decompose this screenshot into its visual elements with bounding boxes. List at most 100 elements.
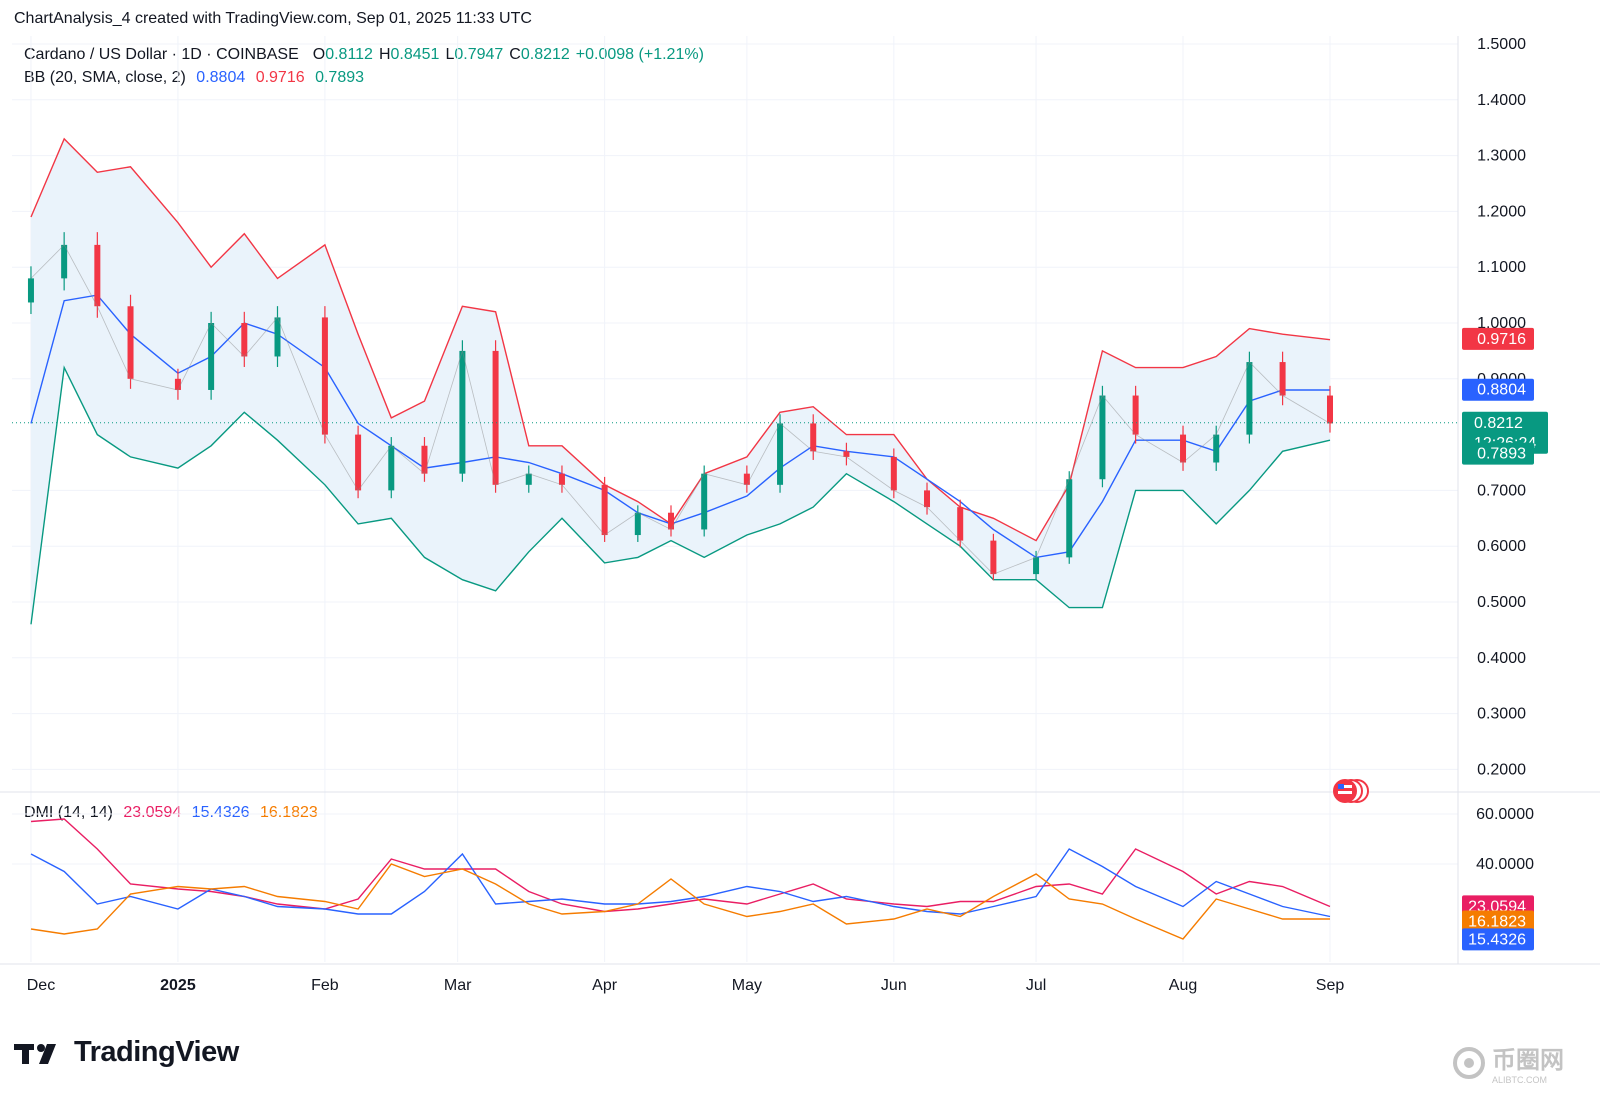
bb-upper-badge-text: 0.9716 — [1477, 331, 1526, 348]
tv-logo-icon — [14, 1043, 56, 1064]
bb-upper-badge-bg — [1462, 327, 1534, 350]
adx-value: 16.1823 — [259, 804, 318, 821]
brand-name: TradingView — [74, 1036, 239, 1068]
candle-body — [94, 244, 101, 307]
candle-body — [355, 434, 362, 491]
y-tick-label: 0.7000 — [1477, 482, 1526, 499]
candle-body — [843, 451, 850, 457]
price-chart[interactable]: 1.50001.40001.30001.20001.10001.00000.90… — [0, 0, 1600, 1010]
grid — [12, 36, 1458, 962]
y-tick-label: 1.1000 — [1477, 259, 1526, 276]
bb-lower-badge: 0.7893 — [1462, 442, 1534, 465]
symbol-label: Cardano / US Dollar · 1D · COINBASE — [24, 46, 299, 63]
x-tick-label: Dec — [27, 977, 55, 994]
watermark-icon — [1453, 1046, 1485, 1079]
dmi-plus-value: 23.0594 — [123, 804, 182, 821]
bb-label: BB (20, SMA, close, 2) — [24, 69, 186, 86]
open-label: O — [312, 46, 326, 63]
close-line — [30, 244, 1331, 575]
candle-body — [1279, 362, 1286, 396]
candle-body — [241, 323, 248, 357]
bb-basis-badge: 0.8804 — [1462, 378, 1534, 401]
flag-icon[interactable] — [1333, 779, 1369, 803]
candle-body — [421, 445, 428, 474]
candle-body — [388, 445, 395, 491]
candle-body — [634, 512, 641, 536]
adx-badge-text: 16.1823 — [1468, 914, 1526, 931]
bb-basis-value: 0.8804 — [196, 69, 246, 86]
candle-body — [810, 423, 817, 452]
candle-body — [558, 473, 565, 485]
dmi-y-tick-label: 40.0000 — [1476, 856, 1534, 873]
tradingview-logo[interactable]: TradingView — [14, 1036, 239, 1069]
bb-basis-badge-bg — [1462, 378, 1534, 401]
x-tick-label: Jun — [881, 977, 907, 994]
symbol-legend: Cardano / US Dollar · 1D · COINBASE O0.81… — [24, 46, 710, 64]
dmi-minus-badge: 15.4326 — [1462, 928, 1534, 951]
candle-body — [1033, 557, 1040, 575]
x-tick-label: Feb — [311, 977, 339, 994]
dmi-minus-value: 15.4326 — [191, 804, 250, 821]
high-label: H — [378, 46, 391, 63]
candle-body — [525, 473, 532, 485]
bb-basis-badge-text: 0.8804 — [1477, 382, 1526, 399]
y-tick-label: 1.4000 — [1477, 92, 1526, 109]
y-tick-label: 1.2000 — [1477, 203, 1526, 220]
candle-body — [990, 540, 997, 575]
high-value: 0.8451 — [390, 46, 440, 63]
candle-body — [208, 323, 215, 390]
candle-body — [890, 456, 897, 491]
candle-body — [1132, 395, 1139, 435]
low-label: L — [445, 46, 455, 63]
candle-body — [459, 350, 466, 474]
band-fill — [31, 138, 1330, 625]
candle-body — [27, 278, 34, 303]
attribution-header: ChartAnalysis_4 created with TradingView… — [14, 10, 532, 27]
price-series — [12, 232, 1458, 581]
candle-body — [1213, 434, 1220, 463]
candle-body — [1180, 434, 1187, 463]
candle-body — [668, 512, 674, 530]
dmi-pane — [30, 818, 1331, 940]
dmi-legend: DMI (14, 14) 23.0594 15.4326 16.1823 — [24, 804, 324, 822]
candle-body — [61, 244, 68, 279]
bb-lower-badge-bg — [1462, 442, 1534, 465]
last-price-text: 0.8212 — [1474, 415, 1523, 432]
y-tick-label: 0.4000 — [1477, 650, 1526, 667]
y-tick-label: 1.3000 — [1477, 148, 1526, 165]
dmi-plus-line — [30, 818, 1331, 913]
x-tick-label: May — [732, 977, 762, 994]
candle-body — [957, 507, 964, 541]
x-tick-label: 2025 — [160, 977, 196, 994]
dmi-label: DMI (14, 14) — [24, 804, 113, 821]
bb-upper-value: 0.9716 — [255, 69, 305, 86]
dmi-y-tick-label: 60.0000 — [1476, 806, 1534, 823]
close-value: 0.8212 — [520, 46, 570, 63]
bb-upper-badge: 0.9716 — [1462, 327, 1534, 350]
adx-badge-bg — [1462, 910, 1534, 933]
candle-body — [601, 484, 608, 536]
x-tick-label: Aug — [1169, 977, 1197, 994]
candle-body — [701, 473, 708, 530]
price-change: +0.0098 (+1.21%) — [575, 46, 704, 63]
candle-body — [174, 378, 181, 390]
close-label: C — [509, 46, 521, 63]
adx-badge: 16.1823 — [1462, 910, 1534, 933]
watermark-sub: ALIBTC.COM — [1492, 1075, 1548, 1085]
watermark-text: 币圈网 — [1492, 1047, 1564, 1074]
bb-legend: BB (20, SMA, close, 2) 0.8804 0.9716 0.7… — [24, 69, 370, 87]
y-tick-label: 0.6000 — [1477, 538, 1526, 555]
y-tick-label: 0.3000 — [1477, 706, 1526, 723]
dmi-minus-badge-text: 15.4326 — [1468, 931, 1526, 948]
low-value: 0.7947 — [454, 46, 504, 63]
dmi-minus-badge-bg — [1462, 928, 1534, 951]
y-tick-label: 1.5000 — [1477, 36, 1526, 53]
x-tick-label: Mar — [444, 977, 472, 994]
watermark: 币圈网 ALIBTC.COM — [1452, 1040, 1564, 1085]
candle-body — [1066, 479, 1073, 558]
candle-body — [321, 317, 328, 435]
x-tick-label: Jul — [1026, 977, 1046, 994]
x-tick-label: Apr — [592, 977, 618, 994]
y-tick-label: 0.2000 — [1477, 761, 1526, 778]
candle-body — [274, 317, 281, 357]
